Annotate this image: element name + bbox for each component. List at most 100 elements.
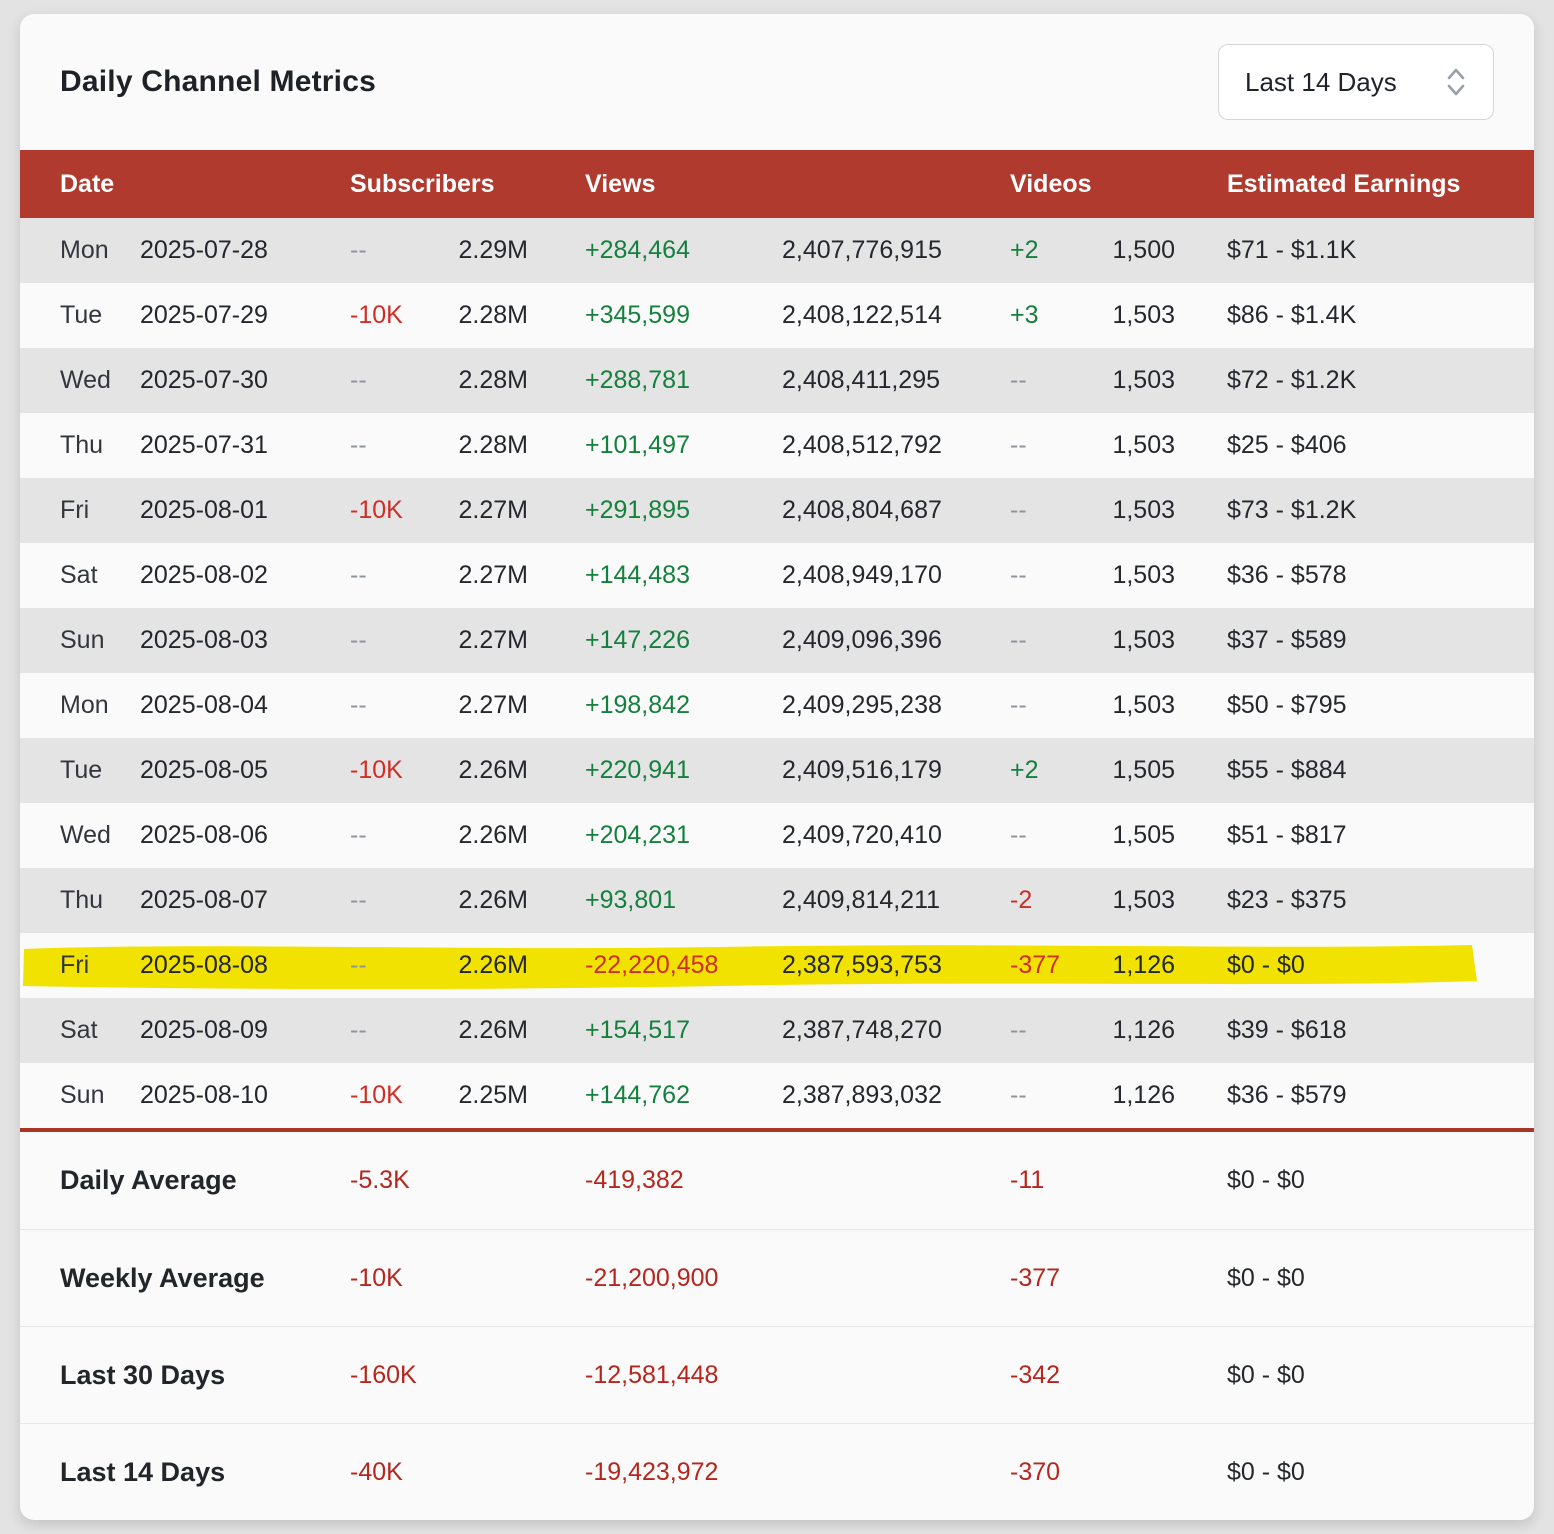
views-total-cell: 2,409,096,396 (782, 626, 942, 654)
earnings-cell: $55 - $884 (1227, 756, 1347, 784)
videos-change-cell: +3 (1010, 301, 1039, 329)
subscribers-total-cell: 2.28M (458, 431, 528, 459)
table-row: Wed 2025-07-30 -- 2.28M +288,781 2,408,411,29… (20, 348, 1534, 413)
date-cell: 2025-08-05 (140, 756, 268, 784)
earnings-cell: $50 - $795 (1227, 691, 1347, 719)
table-row: Mon 2025-07-28 -- 2.29M +284,464 2,407,776,91… (20, 218, 1534, 283)
summary-views-change-cell: -419,382 (585, 1166, 684, 1194)
videos-change-cell: -- (1010, 691, 1027, 719)
subscribers-total-cell: 2.25M (458, 1081, 528, 1109)
subscribers-total-cell: 2.27M (458, 691, 528, 719)
table-row: Thu 2025-07-31 -- 2.28M +101,497 2,408,512,79… (20, 413, 1534, 478)
table-row: Sun 2025-08-10 -10K 2.25M +144,762 2,387,893,… (20, 1063, 1534, 1128)
subscribers-change-cell: -- (350, 886, 367, 914)
day-cell: Sat (60, 1016, 98, 1044)
subscribers-change-cell: -- (350, 1016, 367, 1044)
videos-total-cell: 1,503 (1112, 626, 1175, 654)
subscribers-change-cell: -- (350, 366, 367, 394)
subscribers-change-cell: -- (350, 691, 367, 719)
column-header-date: Date (60, 169, 115, 198)
subscribers-total-cell: 2.28M (458, 366, 528, 394)
subscribers-change-cell: -10K (350, 496, 403, 524)
subscribers-total-cell: 2.26M (458, 951, 528, 979)
videos-change-cell: +2 (1010, 236, 1039, 264)
videos-change-cell: -377 (1010, 951, 1061, 979)
videos-total-cell: 1,503 (1112, 691, 1175, 719)
videos-total-cell: 1,505 (1112, 821, 1175, 849)
views-change-cell: +93,801 (585, 886, 677, 914)
views-total-cell: 2,408,122,514 (782, 301, 942, 329)
views-total-cell: 2,409,516,179 (782, 756, 942, 784)
period-dropdown-value: Last 14 Days (1245, 66, 1397, 97)
earnings-cell: $73 - $1.2K (1227, 496, 1357, 524)
summary-subscribers-change-cell: -40K (350, 1457, 403, 1486)
summary-videos-change-cell: -11 (1010, 1166, 1045, 1194)
subscribers-total-cell: 2.27M (458, 496, 528, 524)
column-header-earnings: Estimated Earnings (1227, 169, 1461, 198)
earnings-cell: $36 - $579 (1227, 1081, 1347, 1109)
subscribers-change-cell: -- (350, 561, 367, 589)
subscribers-total-cell: 2.29M (458, 236, 528, 264)
metrics-card: Daily Channel Metrics Last 14 Days Date … (20, 14, 1534, 1520)
videos-change-cell: -- (1010, 496, 1027, 524)
views-change-cell: +204,231 (585, 821, 690, 849)
table-row: Fri 2025-08-08 -- 2.26M -22,220,458 2,387,593… (20, 933, 1534, 998)
table-row: Sun 2025-08-03 -- 2.27M +147,226 2,409,096,39… (20, 608, 1534, 673)
table-row: Thu 2025-08-07 -- 2.26M +93,801 2,409,814,211… (20, 868, 1534, 933)
date-cell: 2025-08-06 (140, 821, 268, 849)
summary-views-change-cell: -12,581,448 (585, 1360, 719, 1389)
day-cell: Fri (60, 951, 90, 979)
day-cell: Thu (60, 431, 104, 459)
subscribers-change-cell: -10K (350, 301, 403, 329)
subscribers-total-cell: 2.27M (458, 626, 528, 654)
table-row: Tue 2025-08-05 -10K 2.26M +220,941 2,409,516,… (20, 738, 1534, 803)
day-cell: Tue (60, 756, 103, 784)
subscribers-change-cell: -- (350, 626, 367, 654)
subscribers-change-cell: -- (350, 821, 367, 849)
subscribers-total-cell: 2.26M (458, 1016, 528, 1044)
date-cell: 2025-08-03 (140, 626, 268, 654)
table-row: Mon 2025-08-04 -- 2.27M +198,842 2,409,295,23… (20, 673, 1534, 738)
views-change-cell: +345,599 (585, 301, 690, 329)
date-cell: 2025-08-01 (140, 496, 268, 524)
date-cell: 2025-08-08 (140, 951, 268, 979)
day-cell: Thu (60, 886, 104, 914)
table-row: Fri 2025-08-01 -10K 2.27M +291,895 2,408,804,… (20, 478, 1534, 543)
videos-change-cell: -- (1010, 1081, 1027, 1109)
subscribers-change-cell: -10K (350, 1081, 403, 1109)
day-cell: Mon (60, 691, 109, 719)
videos-change-cell: -2 (1010, 886, 1033, 914)
summary-label: Daily Average (60, 1165, 237, 1195)
summary-label: Last 30 Days (60, 1359, 226, 1390)
videos-total-cell: 1,505 (1112, 756, 1175, 784)
date-cell: 2025-07-28 (140, 236, 268, 264)
date-cell: 2025-08-02 (140, 561, 268, 589)
views-change-cell: +198,842 (585, 691, 690, 719)
views-total-cell: 2,409,720,410 (782, 821, 942, 849)
views-total-cell: 2,408,804,687 (782, 496, 942, 524)
table-row: Wed 2025-08-06 -- 2.26M +204,231 2,409,720,41… (20, 803, 1534, 868)
summary-earnings-cell: $0 - $0 (1227, 1360, 1305, 1389)
day-cell: Fri (60, 496, 90, 524)
date-cell: 2025-07-29 (140, 301, 268, 329)
date-cell: 2025-07-30 (140, 366, 268, 394)
views-total-cell: 2,407,776,915 (782, 236, 942, 264)
views-change-cell: +154,517 (585, 1016, 690, 1044)
videos-total-cell: 1,500 (1112, 236, 1175, 264)
views-change-cell: -22,220,458 (585, 951, 719, 979)
subscribers-total-cell: 2.27M (458, 561, 528, 589)
period-dropdown[interactable]: Last 14 Days (1218, 44, 1494, 120)
views-change-cell: +220,941 (585, 756, 690, 784)
earnings-cell: $71 - $1.1K (1227, 236, 1357, 264)
chevron-up-down-icon (1447, 68, 1465, 96)
subscribers-change-cell: -- (350, 951, 367, 979)
earnings-cell: $37 - $589 (1227, 626, 1347, 654)
earnings-cell: $86 - $1.4K (1227, 301, 1357, 329)
subscribers-change-cell: -10K (350, 756, 403, 784)
day-cell: Wed (60, 821, 111, 849)
column-header-videos: Videos (1010, 169, 1092, 198)
views-change-cell: +144,483 (585, 561, 690, 589)
videos-total-cell: 1,126 (1112, 1016, 1175, 1044)
summary-section: Daily Average -5.3K -419,382 -11 $0 - $0 Week… (20, 1128, 1534, 1520)
views-total-cell: 2,409,295,238 (782, 691, 942, 719)
